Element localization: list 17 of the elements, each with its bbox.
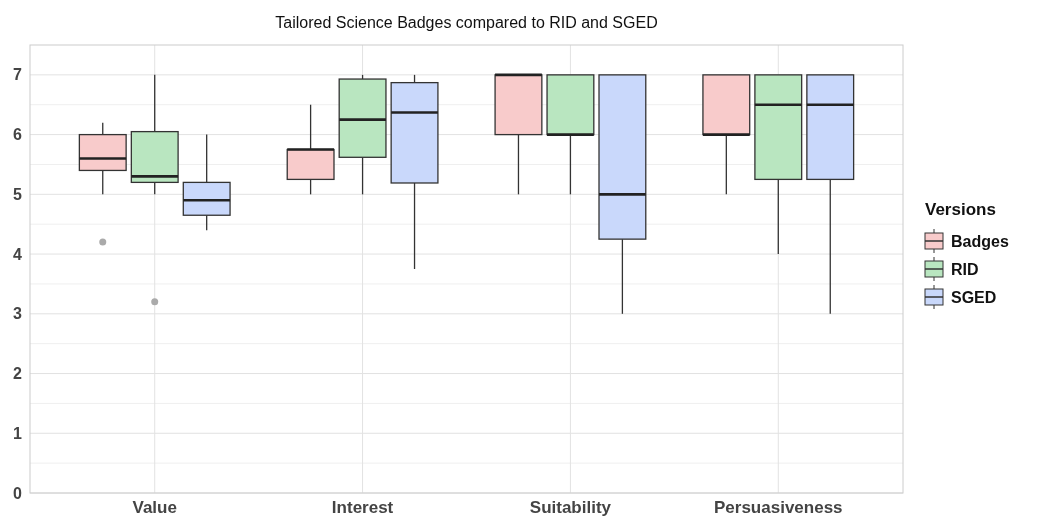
y-tick-label: 2 bbox=[13, 365, 23, 383]
y-tick-label: 4 bbox=[13, 245, 23, 263]
y-tick-label: 0 bbox=[13, 484, 23, 502]
legend-label: Badges bbox=[951, 232, 1009, 250]
x-tick-label: Persuasiveness bbox=[714, 498, 843, 517]
y-tick-label: 1 bbox=[13, 424, 23, 442]
x-tick-label: Value bbox=[132, 498, 177, 517]
legend-title: Versions bbox=[925, 200, 996, 219]
legend-label: RID bbox=[951, 260, 979, 278]
chart-title: Tailored Science Badges compared to RID and SGED bbox=[275, 14, 658, 31]
legend-label: SGED bbox=[951, 288, 997, 306]
y-tick-label: 5 bbox=[13, 185, 23, 203]
y-tick-label: 3 bbox=[13, 305, 23, 323]
y-tick-label: 6 bbox=[13, 126, 23, 144]
x-tick-label: Interest bbox=[331, 498, 394, 517]
y-tick-label: 7 bbox=[13, 66, 23, 84]
x-tick-label: Suitability bbox=[529, 498, 612, 517]
